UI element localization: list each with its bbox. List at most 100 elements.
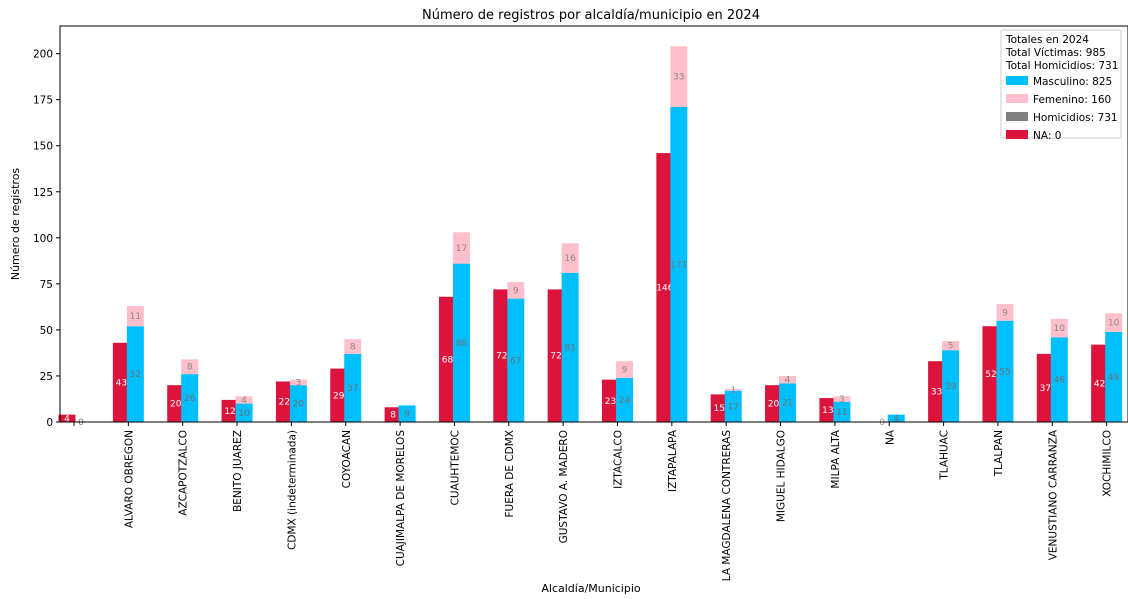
y-tick-label: 75 bbox=[40, 279, 53, 291]
bar-label-masculino: 17 bbox=[727, 402, 738, 412]
x-tick-label: ALVARO OBREGON bbox=[123, 430, 135, 528]
plot-frame bbox=[60, 26, 1128, 422]
x-tick-label: IZTACALCO bbox=[613, 430, 625, 489]
bar-label-femenino: 3 bbox=[839, 395, 845, 405]
bar-label-femenino: 8 bbox=[350, 342, 356, 352]
x-tick-label: LA MAGDALENA CONTRERAS bbox=[721, 430, 733, 582]
bar-label-masculino: 24 bbox=[619, 396, 631, 406]
bar-label-femenino: 9 bbox=[513, 286, 519, 296]
bar-label-homicidios: 72 bbox=[496, 352, 507, 362]
legend-title-line: Total Víctimas: 985 bbox=[1005, 47, 1106, 59]
legend-entry-label: Masculino: 825 bbox=[1033, 76, 1112, 88]
bar-label-femenino: 10 bbox=[1108, 319, 1120, 329]
bar-label-femenino: 16 bbox=[564, 254, 576, 264]
x-tick-label: AZCAPOTZALCO bbox=[178, 430, 190, 516]
y-tick-label: 150 bbox=[33, 141, 53, 153]
bar-label-femenino: 10 bbox=[1054, 324, 1066, 334]
bar-label-femenino: 17 bbox=[456, 244, 467, 254]
x-tick-label: TLALPAN bbox=[993, 430, 1005, 477]
x-tick-label: TLAHUAC bbox=[939, 430, 951, 481]
x-tick-label: MILPA ALTA bbox=[830, 429, 842, 488]
x-tick-label: BENITO JUAREZ bbox=[232, 430, 244, 512]
y-tick-label: 175 bbox=[33, 95, 53, 107]
y-tick-label: 50 bbox=[40, 325, 53, 337]
bar-label-masculino: 86 bbox=[456, 339, 468, 349]
x-tick-label: XOCHIMILCO bbox=[1102, 430, 1114, 497]
bar-label-femenino: 4 bbox=[785, 376, 791, 386]
bar-label-homicidios: 33 bbox=[931, 388, 942, 398]
bar-label-masculino: 37 bbox=[347, 384, 358, 394]
bar-label-femenino: 5 bbox=[948, 342, 954, 352]
bar-label-masculino: 52 bbox=[130, 370, 141, 380]
legend-entry-label: NA: 0 bbox=[1033, 130, 1061, 142]
bar-label-homicidios: 13 bbox=[822, 406, 833, 416]
bar-label-homicidios: 0 bbox=[879, 418, 885, 428]
bar-label-masculino: 4 bbox=[893, 414, 899, 424]
bar-label-masculino: 49 bbox=[1108, 373, 1120, 383]
y-tick-label: 25 bbox=[40, 371, 53, 383]
y-axis-label: Número de registros bbox=[9, 168, 22, 281]
bar-label-masculino: 26 bbox=[184, 394, 196, 404]
bar-label-homicidios: 29 bbox=[333, 391, 345, 401]
bar-label-masculino: 9 bbox=[404, 410, 410, 420]
legend-title-line: Total Homicidios: 731 bbox=[1005, 60, 1118, 72]
bar-label-masculino: 10 bbox=[238, 409, 250, 419]
x-tick-label: IZTAPALAPA bbox=[667, 429, 679, 492]
bar-label-homicidios: 37 bbox=[1040, 384, 1051, 394]
legend-swatch bbox=[1006, 130, 1028, 139]
y-tick-label: 100 bbox=[33, 233, 53, 245]
bar-label-homicidios: 42 bbox=[1094, 379, 1105, 389]
bar-label-femenino: 9 bbox=[622, 366, 628, 376]
x-tick-label: CDMX (indeterminada) bbox=[286, 430, 298, 550]
bar-label-masculino: 81 bbox=[564, 343, 575, 353]
bar-label-homicidios: 72 bbox=[550, 352, 561, 362]
bar-label-femenino: 33 bbox=[673, 73, 684, 83]
bar-label-femenino: 8 bbox=[187, 363, 193, 373]
legend-swatch bbox=[1006, 76, 1028, 85]
bar-label-homicidios: 68 bbox=[442, 355, 454, 365]
x-axis-label: Alcaldía/Municipio bbox=[541, 582, 641, 595]
y-tick-label: 200 bbox=[33, 49, 53, 61]
bar-label-masculino: 171 bbox=[670, 261, 687, 271]
y-tick-label: 125 bbox=[33, 187, 53, 199]
bar-label-homicidios: 8 bbox=[390, 411, 396, 421]
bar-label-masculino: 39 bbox=[945, 382, 957, 392]
bar-label-homicidios: 4 bbox=[64, 414, 70, 424]
x-tick-label: MIGUEL HIDALGO bbox=[776, 430, 788, 522]
bar-label-masculino: 67 bbox=[510, 356, 521, 366]
legend-swatch bbox=[1006, 112, 1028, 121]
bar-label-masculino: 0 bbox=[78, 418, 84, 428]
bar-label-masculino: 20 bbox=[293, 400, 305, 410]
bar-label-homicidios: 22 bbox=[279, 398, 290, 408]
bar-label-femenino: 1 bbox=[730, 386, 736, 396]
x-tick-label: CUAUHTEMOC bbox=[449, 430, 461, 505]
bar-label-femenino: 4 bbox=[241, 396, 247, 406]
y-tick-label: 0 bbox=[46, 417, 53, 429]
bar-label-homicidios: 20 bbox=[768, 400, 780, 410]
plot-area: 02550751001251501752004 0435211ALVARO OBR… bbox=[33, 46, 1122, 581]
bar-label-masculino: 21 bbox=[782, 399, 793, 409]
legend-title-line: Totales en 2024 bbox=[1005, 34, 1089, 46]
legend-entry-label: Femenino: 160 bbox=[1033, 94, 1111, 106]
chart-title: Número de registros por alcaldía/municip… bbox=[422, 8, 760, 23]
bar-label-femenino: 3 bbox=[296, 378, 302, 388]
x-tick-label: COYOACAN bbox=[341, 430, 353, 488]
x-tick-label: NA bbox=[884, 429, 896, 445]
bar-label-femenino: 11 bbox=[130, 312, 141, 322]
x-tick-label: GUSTAVO A. MADERO bbox=[558, 430, 570, 543]
legend-entry-label: Homicidios: 731 bbox=[1033, 112, 1118, 124]
bar-label-homicidios: 12 bbox=[224, 407, 235, 417]
x-tick-label: VENUSTIANO CARRANZA bbox=[1047, 429, 1059, 560]
bar-label-homicidios: 43 bbox=[116, 378, 127, 388]
bar-label-homicidios: 23 bbox=[605, 397, 616, 407]
bar-label-homicidios: 52 bbox=[985, 370, 996, 380]
x-tick-label: CUAJIMALPA DE MORELOS bbox=[395, 430, 407, 567]
legend-swatch bbox=[1006, 94, 1028, 103]
x-tick-label: FUERA DE CDMX bbox=[504, 430, 516, 517]
bar-label-masculino: 55 bbox=[999, 367, 1010, 377]
bar-label-masculino: 46 bbox=[1054, 376, 1066, 386]
bar-label-masculino: 11 bbox=[836, 408, 847, 418]
bar-label-homicidios: 15 bbox=[713, 404, 724, 414]
